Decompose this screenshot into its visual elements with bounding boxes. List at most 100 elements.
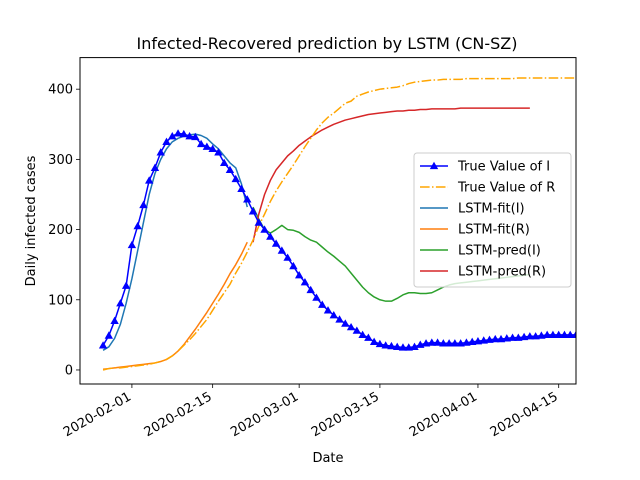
data-point — [433, 338, 442, 346]
data-point — [225, 165, 235, 174]
data-point — [196, 139, 206, 148]
data-point — [421, 339, 431, 347]
series-line-2 — [102, 133, 248, 351]
data-point — [346, 322, 356, 331]
data-point — [427, 338, 437, 346]
data-point — [514, 333, 523, 341]
data-point — [566, 330, 575, 339]
data-point — [358, 330, 367, 339]
data-point — [168, 132, 177, 140]
legend-entry-label: LSTM-fit(R) — [458, 223, 530, 238]
y-tick-label: 200 — [48, 223, 73, 238]
data-point — [266, 232, 275, 240]
data-point — [283, 253, 292, 261]
data-point — [548, 330, 558, 339]
data-point — [231, 174, 240, 183]
data-point — [271, 239, 281, 247]
legend-entry-label: True Value of R — [457, 181, 555, 196]
x-tick-label: 2020-03-01 — [228, 389, 301, 440]
data-point — [243, 195, 252, 203]
data-point — [525, 332, 535, 340]
x-tick-label: 2020-04-15 — [488, 389, 561, 440]
data-point — [139, 200, 148, 209]
x-tick-label: 2020-02-01 — [61, 389, 134, 440]
plot-area — [98, 77, 591, 371]
data-point — [387, 341, 396, 350]
data-point — [341, 319, 350, 327]
data-point — [219, 158, 229, 167]
data-point — [202, 142, 212, 150]
legend-entry-label: LSTM-pred(I) — [458, 244, 541, 259]
data-point — [214, 148, 223, 156]
data-point — [335, 315, 344, 323]
data-point — [312, 293, 321, 301]
data-point — [145, 176, 154, 184]
data-point — [583, 336, 591, 343]
data-point — [185, 132, 194, 140]
data-point — [502, 334, 511, 342]
data-point — [439, 339, 448, 347]
data-point — [508, 333, 517, 341]
data-point — [162, 137, 171, 145]
data-point — [121, 281, 131, 289]
x-tick-label: 2020-04-01 — [407, 389, 480, 440]
data-point — [375, 339, 385, 348]
y-axis-label: Daily infected cases — [24, 155, 39, 286]
data-point — [191, 132, 200, 141]
y-tick-label: 100 — [48, 293, 73, 308]
data-point — [364, 333, 373, 341]
data-point — [496, 334, 506, 343]
data-point — [369, 337, 379, 346]
y-tick-label: 300 — [48, 153, 73, 168]
y-axis: 0 100 200 300 400 — [48, 83, 80, 378]
data-point — [323, 306, 333, 314]
legend-box — [413, 152, 572, 288]
x-axis: 2020-02-01 2020-02-15 2020-03-01 2020-03-15… — [61, 384, 561, 440]
legend-entry-label: True Value of I — [457, 160, 550, 175]
data-point — [410, 342, 419, 350]
data-point — [531, 332, 540, 340]
data-point — [554, 330, 563, 339]
y-tick-label: 400 — [48, 83, 73, 98]
data-point — [110, 316, 119, 324]
legend-entry-label: LSTM-fit(I) — [458, 202, 525, 217]
data-point — [491, 334, 500, 343]
data-point — [248, 207, 258, 215]
data-point — [300, 278, 310, 286]
data-point — [173, 129, 183, 137]
y-tick-label: 0 — [65, 363, 73, 378]
data-point — [352, 326, 362, 334]
data-point — [150, 163, 160, 171]
data-point — [456, 339, 465, 347]
plot-frame — [79, 57, 577, 385]
data-point — [473, 336, 483, 345]
data-point — [104, 331, 114, 339]
data-point — [404, 343, 413, 351]
data-point — [578, 335, 586, 342]
data-point — [479, 336, 488, 344]
data-point — [277, 246, 287, 254]
data-point — [179, 129, 189, 138]
legend: True Value of I True Value of R LSTM-fit(I… — [413, 152, 572, 288]
x-tick-label: 2020-02-15 — [142, 389, 215, 440]
data-point — [133, 221, 142, 230]
data-point — [306, 285, 315, 294]
data-point — [381, 341, 390, 349]
data-point — [542, 330, 552, 339]
series-line-5 — [252, 107, 530, 243]
data-point — [98, 341, 108, 349]
legend-marker — [429, 161, 439, 170]
data-point — [289, 261, 298, 270]
chart-title: Infected-Recovered prediction by LSTM (C… — [137, 34, 518, 53]
data-point — [127, 240, 137, 249]
data-point — [485, 335, 494, 343]
data-point — [444, 339, 454, 347]
data-point — [571, 330, 576, 339]
data-point — [156, 148, 165, 156]
data-point — [260, 225, 269, 233]
data-point — [398, 343, 408, 351]
data-point — [294, 271, 304, 279]
data-point — [462, 338, 471, 346]
data-point — [467, 337, 477, 346]
